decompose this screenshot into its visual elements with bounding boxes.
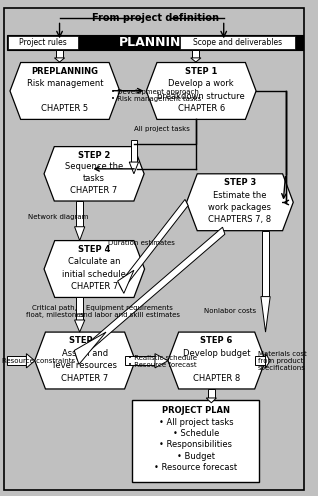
FancyBboxPatch shape [180, 36, 295, 49]
Text: Materials cost
from product
specifications: Materials cost from product specificatio… [258, 351, 307, 371]
Text: breakdown structure: breakdown structure [157, 92, 245, 101]
Text: All project tasks: All project tasks [134, 126, 190, 132]
FancyBboxPatch shape [76, 201, 83, 227]
Text: Duration estimates: Duration estimates [108, 240, 175, 246]
FancyBboxPatch shape [76, 298, 83, 320]
Text: • Budget: • Budget [177, 452, 215, 461]
Text: initial schedule: initial schedule [62, 270, 126, 279]
Text: Critical path,
float, milestones: Critical path, float, milestones [26, 305, 84, 318]
Text: • Development approach
• Risk management tasks: • Development approach • Risk management… [111, 89, 201, 102]
FancyBboxPatch shape [4, 8, 304, 491]
Text: Scope and deliverables: Scope and deliverables [193, 38, 282, 47]
Polygon shape [74, 332, 106, 365]
FancyBboxPatch shape [9, 36, 78, 49]
Text: Sequence the: Sequence the [65, 163, 123, 172]
Text: From project definition: From project definition [92, 13, 219, 23]
Text: STEP 2: STEP 2 [78, 150, 110, 160]
Text: Equipment requirements
and labor and skill estimates: Equipment requirements and labor and ski… [79, 305, 180, 318]
Text: Calculate an: Calculate an [68, 257, 121, 266]
Polygon shape [168, 332, 266, 389]
FancyBboxPatch shape [56, 50, 63, 58]
Polygon shape [35, 332, 135, 389]
Text: CHAPTER 7: CHAPTER 7 [61, 374, 109, 383]
Polygon shape [54, 58, 65, 62]
Text: CHAPTERS 7, 8: CHAPTERS 7, 8 [208, 215, 272, 225]
Polygon shape [129, 162, 139, 174]
FancyBboxPatch shape [7, 356, 26, 365]
Polygon shape [191, 58, 201, 62]
Text: CHAPTER 7: CHAPTER 7 [71, 282, 118, 291]
Text: Develop a work: Develop a work [168, 79, 234, 88]
Polygon shape [266, 354, 270, 368]
Text: Project rules: Project rules [19, 38, 67, 47]
Text: PROJECT PLAN: PROJECT PLAN [162, 406, 230, 415]
Text: • Realistic schedule
• Resource forecast: • Realistic schedule • Resource forecast [128, 355, 197, 368]
Text: CHAPTER 6: CHAPTER 6 [177, 104, 225, 113]
Polygon shape [10, 62, 120, 120]
Text: • Resource forecast: • Resource forecast [154, 463, 238, 472]
Text: Nonlabor costs: Nonlabor costs [204, 309, 256, 314]
Polygon shape [26, 354, 35, 368]
Polygon shape [261, 297, 270, 332]
FancyBboxPatch shape [192, 50, 199, 58]
Text: • All project tasks: • All project tasks [159, 418, 233, 427]
FancyBboxPatch shape [131, 140, 137, 162]
FancyBboxPatch shape [262, 231, 269, 297]
Text: STEP 4: STEP 4 [78, 245, 111, 254]
Text: Estimate the: Estimate the [213, 190, 267, 199]
Text: • Responsibilities: • Responsibilities [159, 440, 232, 449]
Text: CHAPTER 8: CHAPTER 8 [193, 374, 240, 383]
FancyBboxPatch shape [125, 356, 155, 365]
Polygon shape [44, 147, 144, 201]
Polygon shape [44, 241, 145, 298]
Polygon shape [146, 62, 256, 120]
Text: Develop budget: Develop budget [183, 349, 250, 358]
Polygon shape [155, 354, 168, 368]
FancyBboxPatch shape [7, 35, 303, 50]
Polygon shape [75, 320, 85, 332]
Text: PLANNING: PLANNING [119, 36, 192, 49]
Text: tasks: tasks [83, 175, 105, 184]
Text: PREPLANNING: PREPLANNING [31, 67, 98, 76]
Polygon shape [119, 199, 188, 290]
Text: Resource constraints: Resource constraints [2, 358, 75, 364]
FancyBboxPatch shape [255, 356, 266, 365]
Text: STEP 1: STEP 1 [185, 67, 218, 76]
Polygon shape [75, 227, 225, 361]
Text: • Schedule: • Schedule [173, 429, 219, 438]
Text: Risk management: Risk management [27, 79, 103, 88]
Polygon shape [75, 227, 85, 241]
Text: STEP 3: STEP 3 [224, 178, 256, 187]
Polygon shape [206, 398, 217, 403]
Polygon shape [187, 174, 293, 231]
Text: level resources: level resources [53, 361, 117, 371]
Text: CHAPTER 7: CHAPTER 7 [71, 186, 118, 195]
Text: STEP 6: STEP 6 [200, 336, 233, 345]
Text: Network diagram: Network diagram [28, 214, 88, 220]
Text: STEP 5: STEP 5 [69, 336, 101, 345]
FancyBboxPatch shape [208, 389, 215, 398]
Text: work packages: work packages [208, 203, 271, 212]
Polygon shape [118, 270, 134, 293]
Text: CHAPTER 5: CHAPTER 5 [41, 104, 88, 113]
Text: Assign and: Assign and [62, 349, 108, 358]
FancyBboxPatch shape [132, 400, 259, 482]
